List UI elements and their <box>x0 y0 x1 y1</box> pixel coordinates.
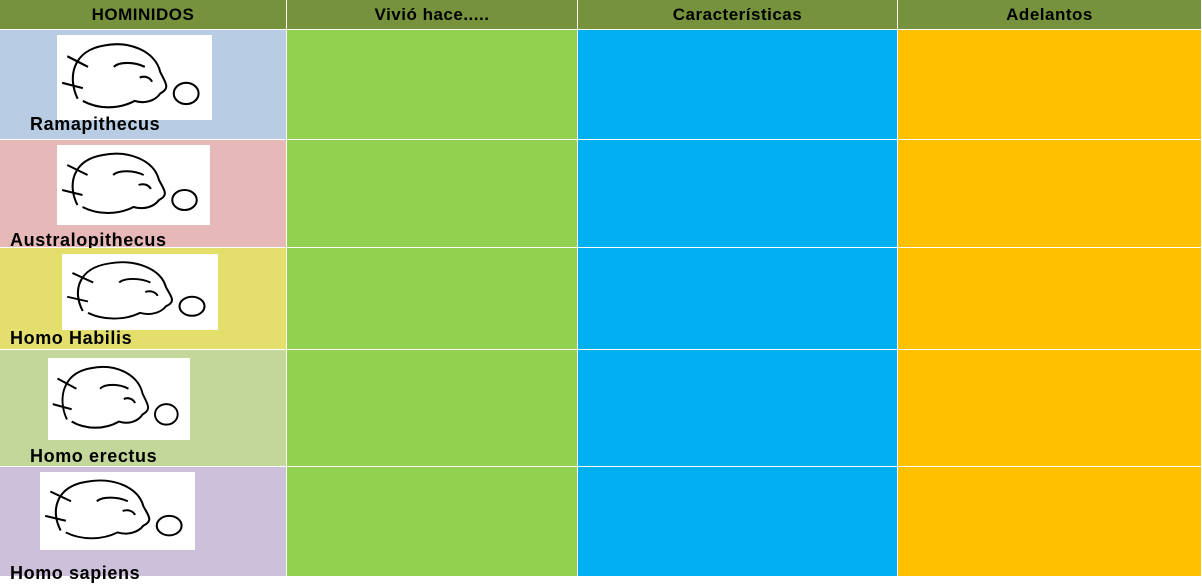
empty-cell <box>287 350 578 467</box>
hominid-drawing <box>57 35 212 120</box>
hominid-table: HOMINIDOS Vivió hace..... Característica… <box>0 0 1202 577</box>
empty-cell <box>578 467 898 577</box>
hominid-drawing <box>62 254 218 330</box>
hominid-name: Homo erectus <box>30 446 157 467</box>
empty-cell <box>578 140 898 248</box>
hominid-name: Homo sapiens <box>10 563 140 584</box>
hominid-cell: Homo Habilis <box>0 248 287 350</box>
hominid-drawing <box>57 145 210 225</box>
header-cell: Adelantos <box>898 0 1202 30</box>
hominid-cell: Homo sapiens <box>0 467 287 577</box>
empty-cell <box>898 467 1202 577</box>
empty-cell <box>287 140 578 248</box>
hominid-cell: Australopithecus <box>0 140 287 248</box>
hominid-name: Homo Habilis <box>10 328 132 349</box>
header-cell: HOMINIDOS <box>0 0 287 30</box>
header-cell: Características <box>578 0 898 30</box>
hominid-drawing <box>40 472 195 550</box>
empty-cell <box>287 248 578 350</box>
hominid-cell: Ramapithecus <box>0 30 287 140</box>
empty-cell <box>578 350 898 467</box>
empty-cell <box>898 350 1202 467</box>
empty-cell <box>898 30 1202 140</box>
empty-cell <box>287 30 578 140</box>
empty-cell <box>287 467 578 577</box>
header-cell: Vivió hace..... <box>287 0 578 30</box>
hominid-name: Ramapithecus <box>30 114 160 135</box>
empty-cell <box>578 248 898 350</box>
empty-cell <box>898 248 1202 350</box>
empty-cell <box>578 30 898 140</box>
hominid-drawing <box>48 358 190 440</box>
hominid-cell: Homo erectus <box>0 350 287 467</box>
empty-cell <box>898 140 1202 248</box>
